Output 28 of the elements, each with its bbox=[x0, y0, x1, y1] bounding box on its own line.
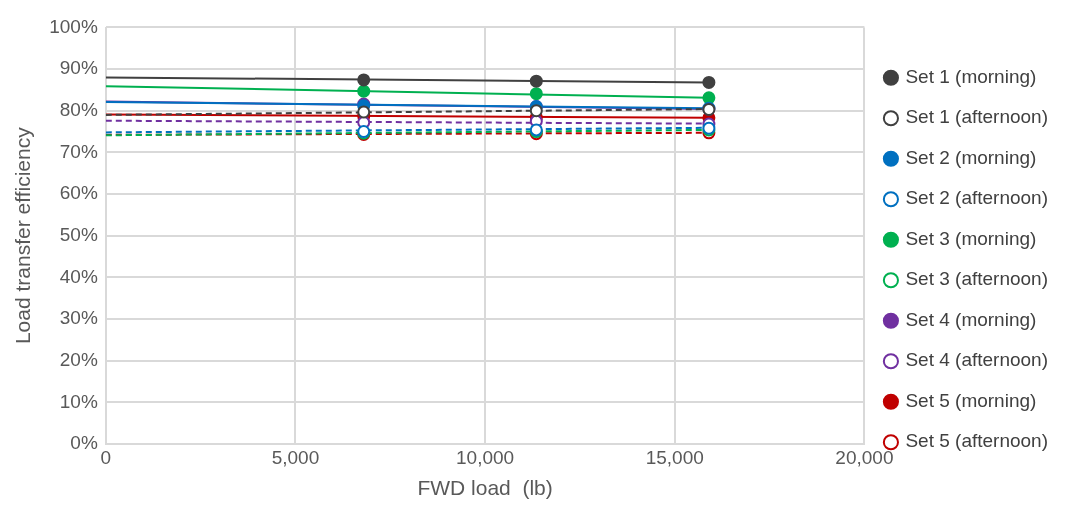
legend-label: Set 5 (afternoon) bbox=[905, 430, 1049, 452]
legend-label: Set 1 (morning) bbox=[905, 65, 1037, 87]
x-tick-label: 0 bbox=[100, 446, 112, 468]
x-tick-label: 20,000 bbox=[835, 446, 894, 468]
y-tick-label: 70% bbox=[59, 140, 98, 162]
legend-label: Set 3 (morning) bbox=[905, 227, 1037, 249]
legend-label: Set 1 (afternoon) bbox=[905, 106, 1049, 128]
y-tick-label: 50% bbox=[59, 223, 98, 245]
y-tick-label: 10% bbox=[59, 390, 98, 412]
legend-label: Set 5 (morning) bbox=[905, 389, 1037, 411]
legend-label: Set 4 (afternoon) bbox=[905, 349, 1049, 371]
y-axis-title: Load transfer efficiency bbox=[11, 126, 35, 345]
y-tick-label: 60% bbox=[59, 182, 98, 204]
legend-label: Set 4 (morning) bbox=[905, 308, 1037, 330]
x-tick-label: 5,000 bbox=[271, 446, 320, 468]
legend-label: Set 3 (afternoon) bbox=[905, 268, 1049, 290]
y-tick-label: 0% bbox=[70, 432, 98, 454]
y-tick-label: 80% bbox=[59, 98, 98, 120]
legend-label: Set 2 (afternoon) bbox=[905, 187, 1049, 209]
x-axis-title: FWD load (lb) bbox=[417, 476, 553, 500]
y-tick-label: 100% bbox=[49, 15, 98, 37]
y-tick-label: 20% bbox=[59, 348, 98, 370]
legend-label: Set 2 (morning) bbox=[905, 146, 1037, 168]
y-tick-label: 90% bbox=[59, 57, 98, 79]
x-tick-label: 10,000 bbox=[456, 446, 515, 468]
y-tick-label: 40% bbox=[59, 265, 98, 287]
y-tick-label: 30% bbox=[59, 307, 98, 329]
x-tick-label: 15,000 bbox=[645, 446, 704, 468]
